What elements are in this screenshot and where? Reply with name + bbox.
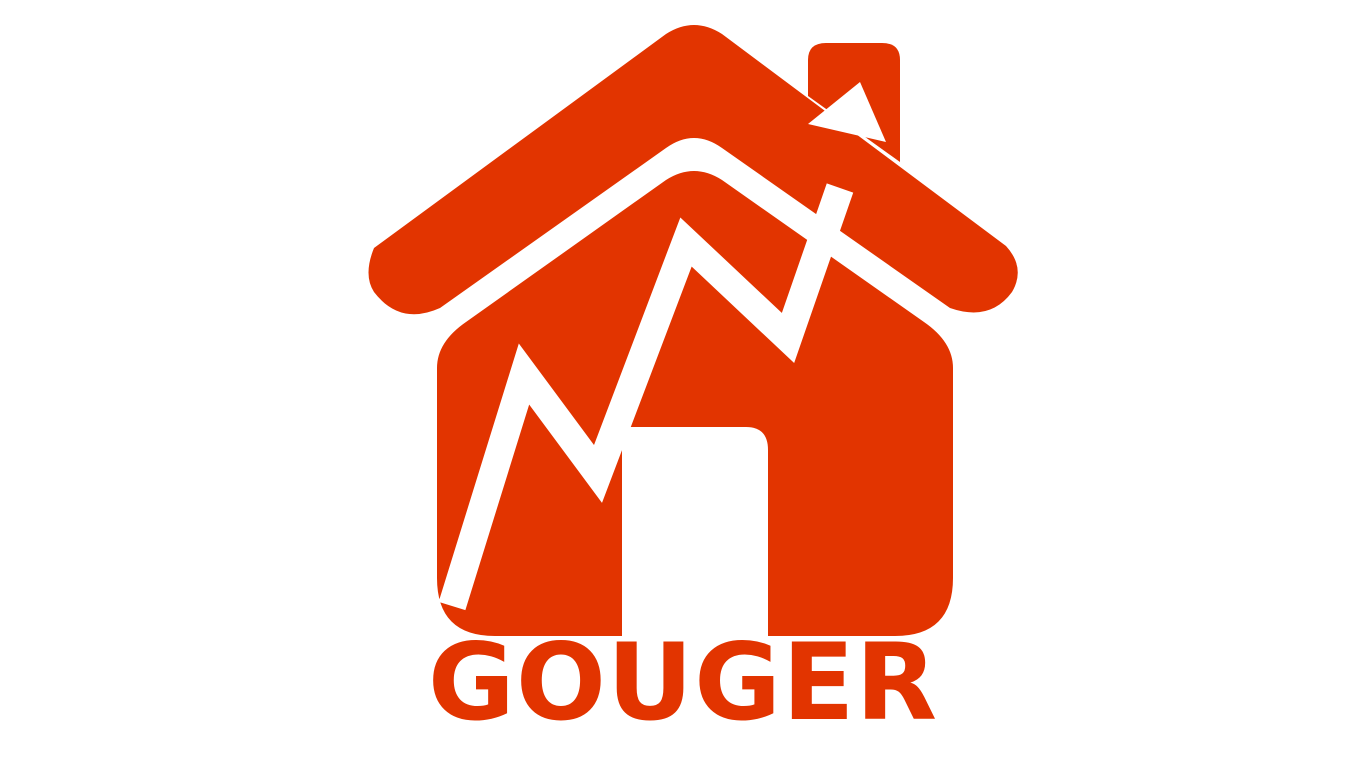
roof-shape xyxy=(368,25,1018,315)
arrow-head-icon xyxy=(808,82,886,142)
trend-line xyxy=(438,183,854,611)
house-body-shape xyxy=(437,171,953,636)
door-shape xyxy=(622,427,768,640)
house-icon xyxy=(368,25,1018,640)
brand-wordmark: GOUGER xyxy=(427,621,939,744)
